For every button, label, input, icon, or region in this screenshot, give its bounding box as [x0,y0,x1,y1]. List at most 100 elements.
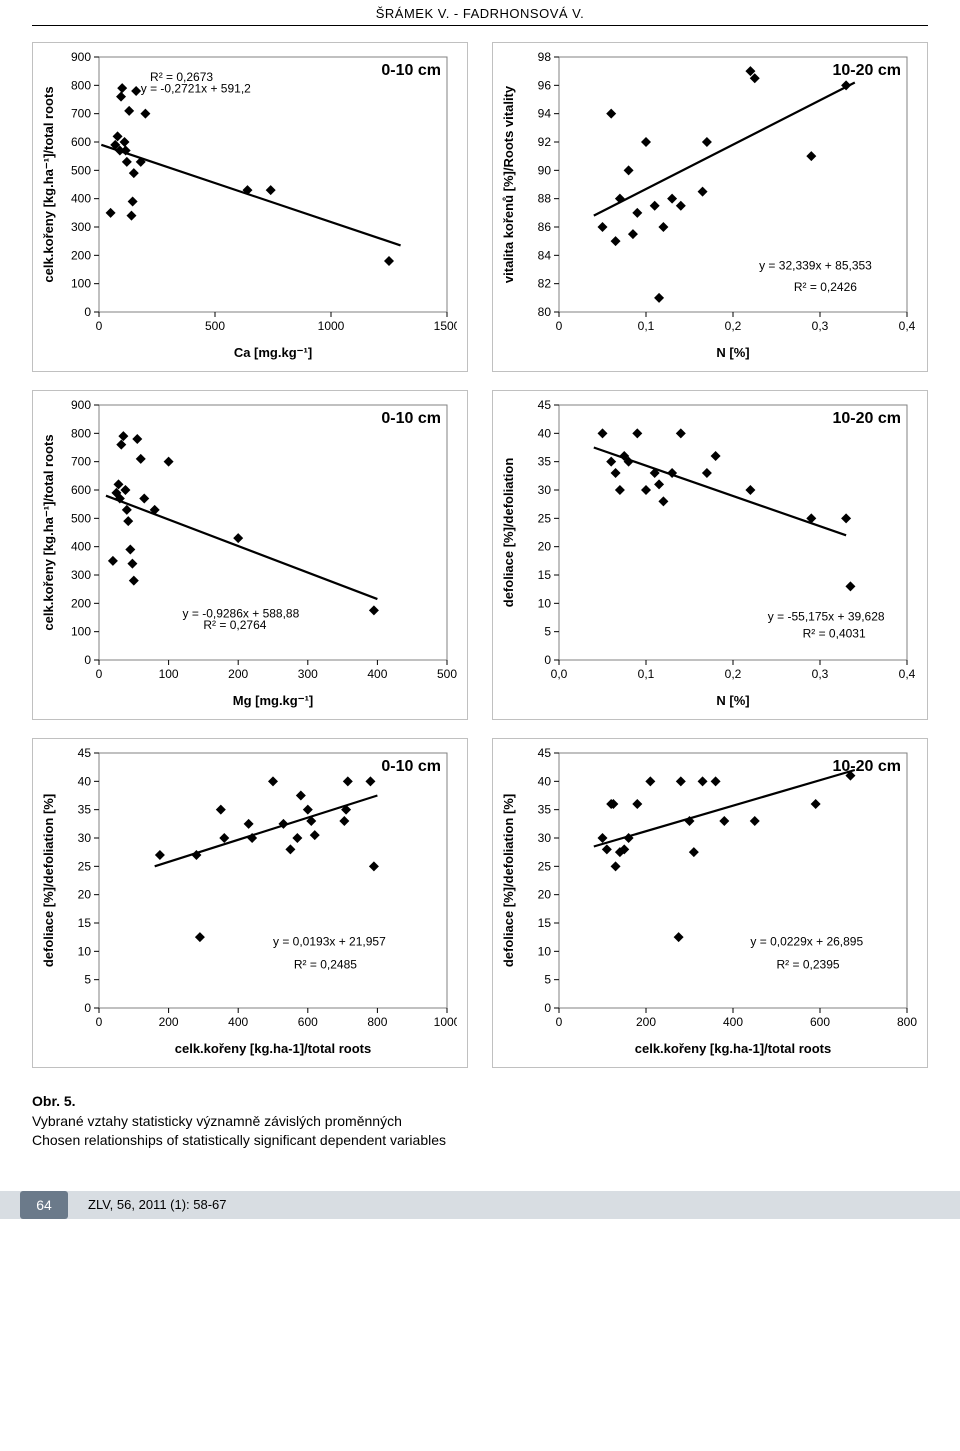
svg-text:10-20 cm: 10-20 cm [833,410,902,427]
svg-text:0: 0 [84,653,91,667]
chart-svg: 02004006008001000051015202530354045y = 0… [37,743,457,1063]
svg-text:500: 500 [437,667,457,681]
svg-text:30: 30 [78,831,92,845]
svg-text:200: 200 [159,1015,179,1029]
svg-text:0,4: 0,4 [899,319,916,333]
svg-text:500: 500 [71,163,91,177]
svg-text:celk.kořeny [kg.ha⁻¹]/total ro: celk.kořeny [kg.ha⁻¹]/total roots [41,86,56,282]
svg-text:20: 20 [78,888,92,902]
svg-text:0,1: 0,1 [638,667,655,681]
svg-text:0: 0 [544,653,551,667]
svg-text:300: 300 [298,667,318,681]
chart-panel-4: 0,00,10,20,30,4051015202530354045y = -55… [492,390,928,720]
svg-text:0: 0 [96,667,103,681]
svg-text:900: 900 [71,50,91,64]
chart-panel-1: 0500100015000100200300400500600700800900… [32,42,468,372]
svg-text:0: 0 [556,319,563,333]
svg-text:0-10 cm: 0-10 cm [381,62,441,79]
svg-text:96: 96 [538,78,552,92]
chart-svg: 0200400600800051015202530354045y = 0,022… [497,743,917,1063]
svg-text:25: 25 [538,511,552,525]
svg-text:0: 0 [556,1015,563,1029]
svg-text:0-10 cm: 0-10 cm [381,758,441,775]
svg-text:R² = 0,4031: R² = 0,4031 [803,626,866,640]
page-header-authors: ŠRÁMEK V. - FADRHONSOVÁ V. [0,0,960,25]
svg-text:600: 600 [298,1015,318,1029]
svg-text:0,1: 0,1 [638,319,655,333]
svg-text:5: 5 [544,973,551,987]
footer-bar: 64 ZLV, 56, 2011 (1): 58-67 [0,1191,960,1219]
svg-text:10: 10 [538,596,552,610]
caption-en: Chosen relationships of statistically si… [32,1132,446,1148]
svg-text:y = -55,175x + 39,628: y = -55,175x + 39,628 [768,609,885,623]
svg-text:400: 400 [723,1015,743,1029]
svg-text:10-20 cm: 10-20 cm [833,62,902,79]
svg-text:N [%]: N [%] [716,345,749,360]
journal-ref: ZLV, 56, 2011 (1): 58-67 [88,1197,227,1212]
charts-grid: 0500100015000100200300400500600700800900… [0,34,960,1084]
chart-svg: 0,00,10,20,30,4051015202530354045y = -55… [497,395,917,715]
svg-text:20: 20 [538,540,552,554]
svg-text:y = 32,339x + 85,353: y = 32,339x + 85,353 [759,259,872,273]
svg-text:90: 90 [538,163,552,177]
svg-text:0-10 cm: 0-10 cm [381,410,441,427]
svg-text:35: 35 [78,803,92,817]
svg-text:600: 600 [71,483,91,497]
svg-text:y = 0,0193x + 21,957: y = 0,0193x + 21,957 [273,935,386,949]
chart-panel-3: 0100200300400500010020030040050060070080… [32,390,468,720]
svg-text:200: 200 [636,1015,656,1029]
svg-text:5: 5 [544,625,551,639]
svg-text:500: 500 [71,511,91,525]
svg-text:defoliace [%]/defoliation [%]: defoliace [%]/defoliation [%] [41,794,56,967]
header-rule [32,25,928,26]
svg-text:98: 98 [538,50,552,64]
svg-text:0,3: 0,3 [812,667,829,681]
svg-text:N [%]: N [%] [716,693,749,708]
chart-panel-6: 0200400600800051015202530354045y = 0,022… [492,738,928,1068]
svg-text:40: 40 [538,774,552,788]
svg-text:300: 300 [71,220,91,234]
svg-text:celk.kořeny [kg.ha-1]/total ro: celk.kořeny [kg.ha-1]/total roots [635,1041,832,1056]
svg-text:500: 500 [205,319,225,333]
svg-text:400: 400 [228,1015,248,1029]
caption-label: Obr. 5. [32,1093,76,1109]
svg-text:25: 25 [538,859,552,873]
page-footer: 64 ZLV, 56, 2011 (1): 58-67 [0,1167,960,1231]
svg-text:defoliace [%]/defoliation [%]: defoliace [%]/defoliation [%] [501,794,516,967]
svg-text:0,2: 0,2 [725,667,742,681]
svg-text:100: 100 [71,625,91,639]
svg-text:vitalita kořenů [%]/Roots vita: vitalita kořenů [%]/Roots vitality [501,85,516,283]
svg-text:defoliace [%]/defoliation: defoliace [%]/defoliation [501,458,516,608]
svg-text:200: 200 [228,667,248,681]
svg-text:200: 200 [71,596,91,610]
svg-text:0,0: 0,0 [551,667,568,681]
svg-text:35: 35 [538,455,552,469]
svg-text:0,4: 0,4 [899,667,916,681]
svg-text:800: 800 [71,78,91,92]
svg-text:10: 10 [78,944,92,958]
svg-text:R² = 0,2426: R² = 0,2426 [794,280,857,294]
svg-text:88: 88 [538,192,552,206]
svg-text:400: 400 [367,667,387,681]
svg-text:1000: 1000 [318,319,345,333]
svg-text:400: 400 [71,192,91,206]
svg-text:800: 800 [71,426,91,440]
svg-text:R² = 0,2764: R² = 0,2764 [203,618,266,632]
svg-text:100: 100 [159,667,179,681]
svg-text:45: 45 [78,746,92,760]
svg-text:celk.kořeny [kg.ha⁻¹]/total ro: celk.kořeny [kg.ha⁻¹]/total roots [41,434,56,630]
svg-text:5: 5 [84,973,91,987]
svg-text:300: 300 [71,568,91,582]
svg-text:82: 82 [538,277,552,291]
svg-text:900: 900 [71,398,91,412]
svg-text:0: 0 [84,1001,91,1015]
svg-text:30: 30 [538,483,552,497]
svg-text:0: 0 [544,1001,551,1015]
svg-text:700: 700 [71,107,91,121]
svg-text:35: 35 [538,803,552,817]
svg-text:600: 600 [810,1015,830,1029]
svg-text:1000: 1000 [434,1015,457,1029]
svg-text:94: 94 [538,107,552,121]
svg-text:R² = 0,2673: R² = 0,2673 [150,70,213,84]
svg-text:84: 84 [538,248,552,262]
